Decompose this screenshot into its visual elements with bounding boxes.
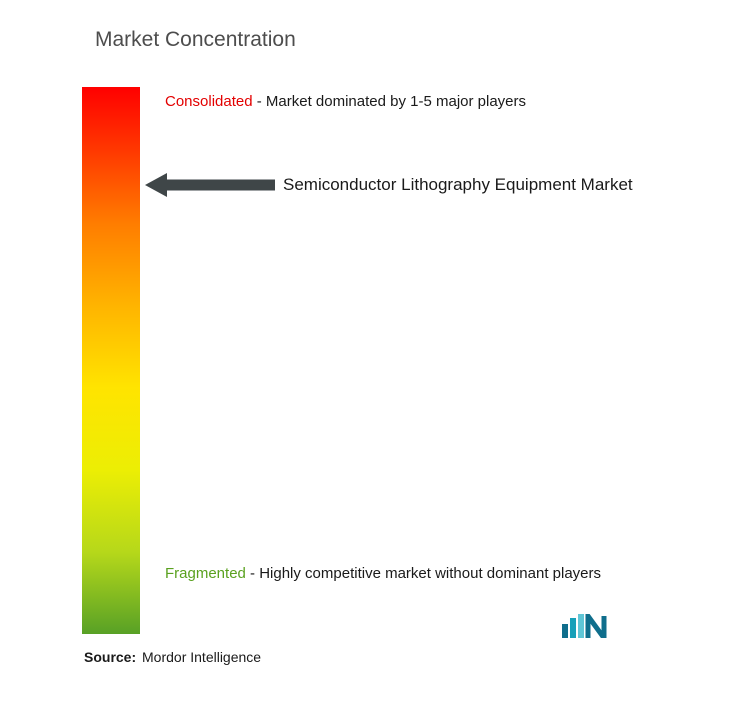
arrow-head [145, 173, 167, 197]
source-label: Source: [84, 649, 136, 665]
fragmented-keyword: Fragmented [165, 565, 246, 582]
page-title: Market Concentration [95, 28, 296, 52]
concentration-gradient-bar [82, 87, 140, 634]
consolidated-label-row: Consolidated - Market dominated by 1-5 m… [165, 91, 526, 112]
source-value: Mordor Intelligence [142, 649, 261, 665]
market-pointer: Semiconductor Lithography Equipment Mark… [145, 170, 633, 200]
source-row: Source: Mordor Intelligence [84, 649, 261, 665]
market-name-label: Semiconductor Lithography Equipment Mark… [283, 175, 633, 195]
consolidated-description: - Market dominated by 1-5 major players [257, 93, 526, 110]
fragmented-description: - Highly competitive market without domi… [250, 565, 601, 582]
fragmented-label-row: Fragmented - Highly competitive market w… [165, 560, 665, 589]
arrow-left-icon [145, 170, 275, 200]
consolidated-keyword: Consolidated [165, 93, 253, 110]
arrow-shaft [167, 180, 275, 191]
mordor-logo-icon [562, 614, 612, 638]
